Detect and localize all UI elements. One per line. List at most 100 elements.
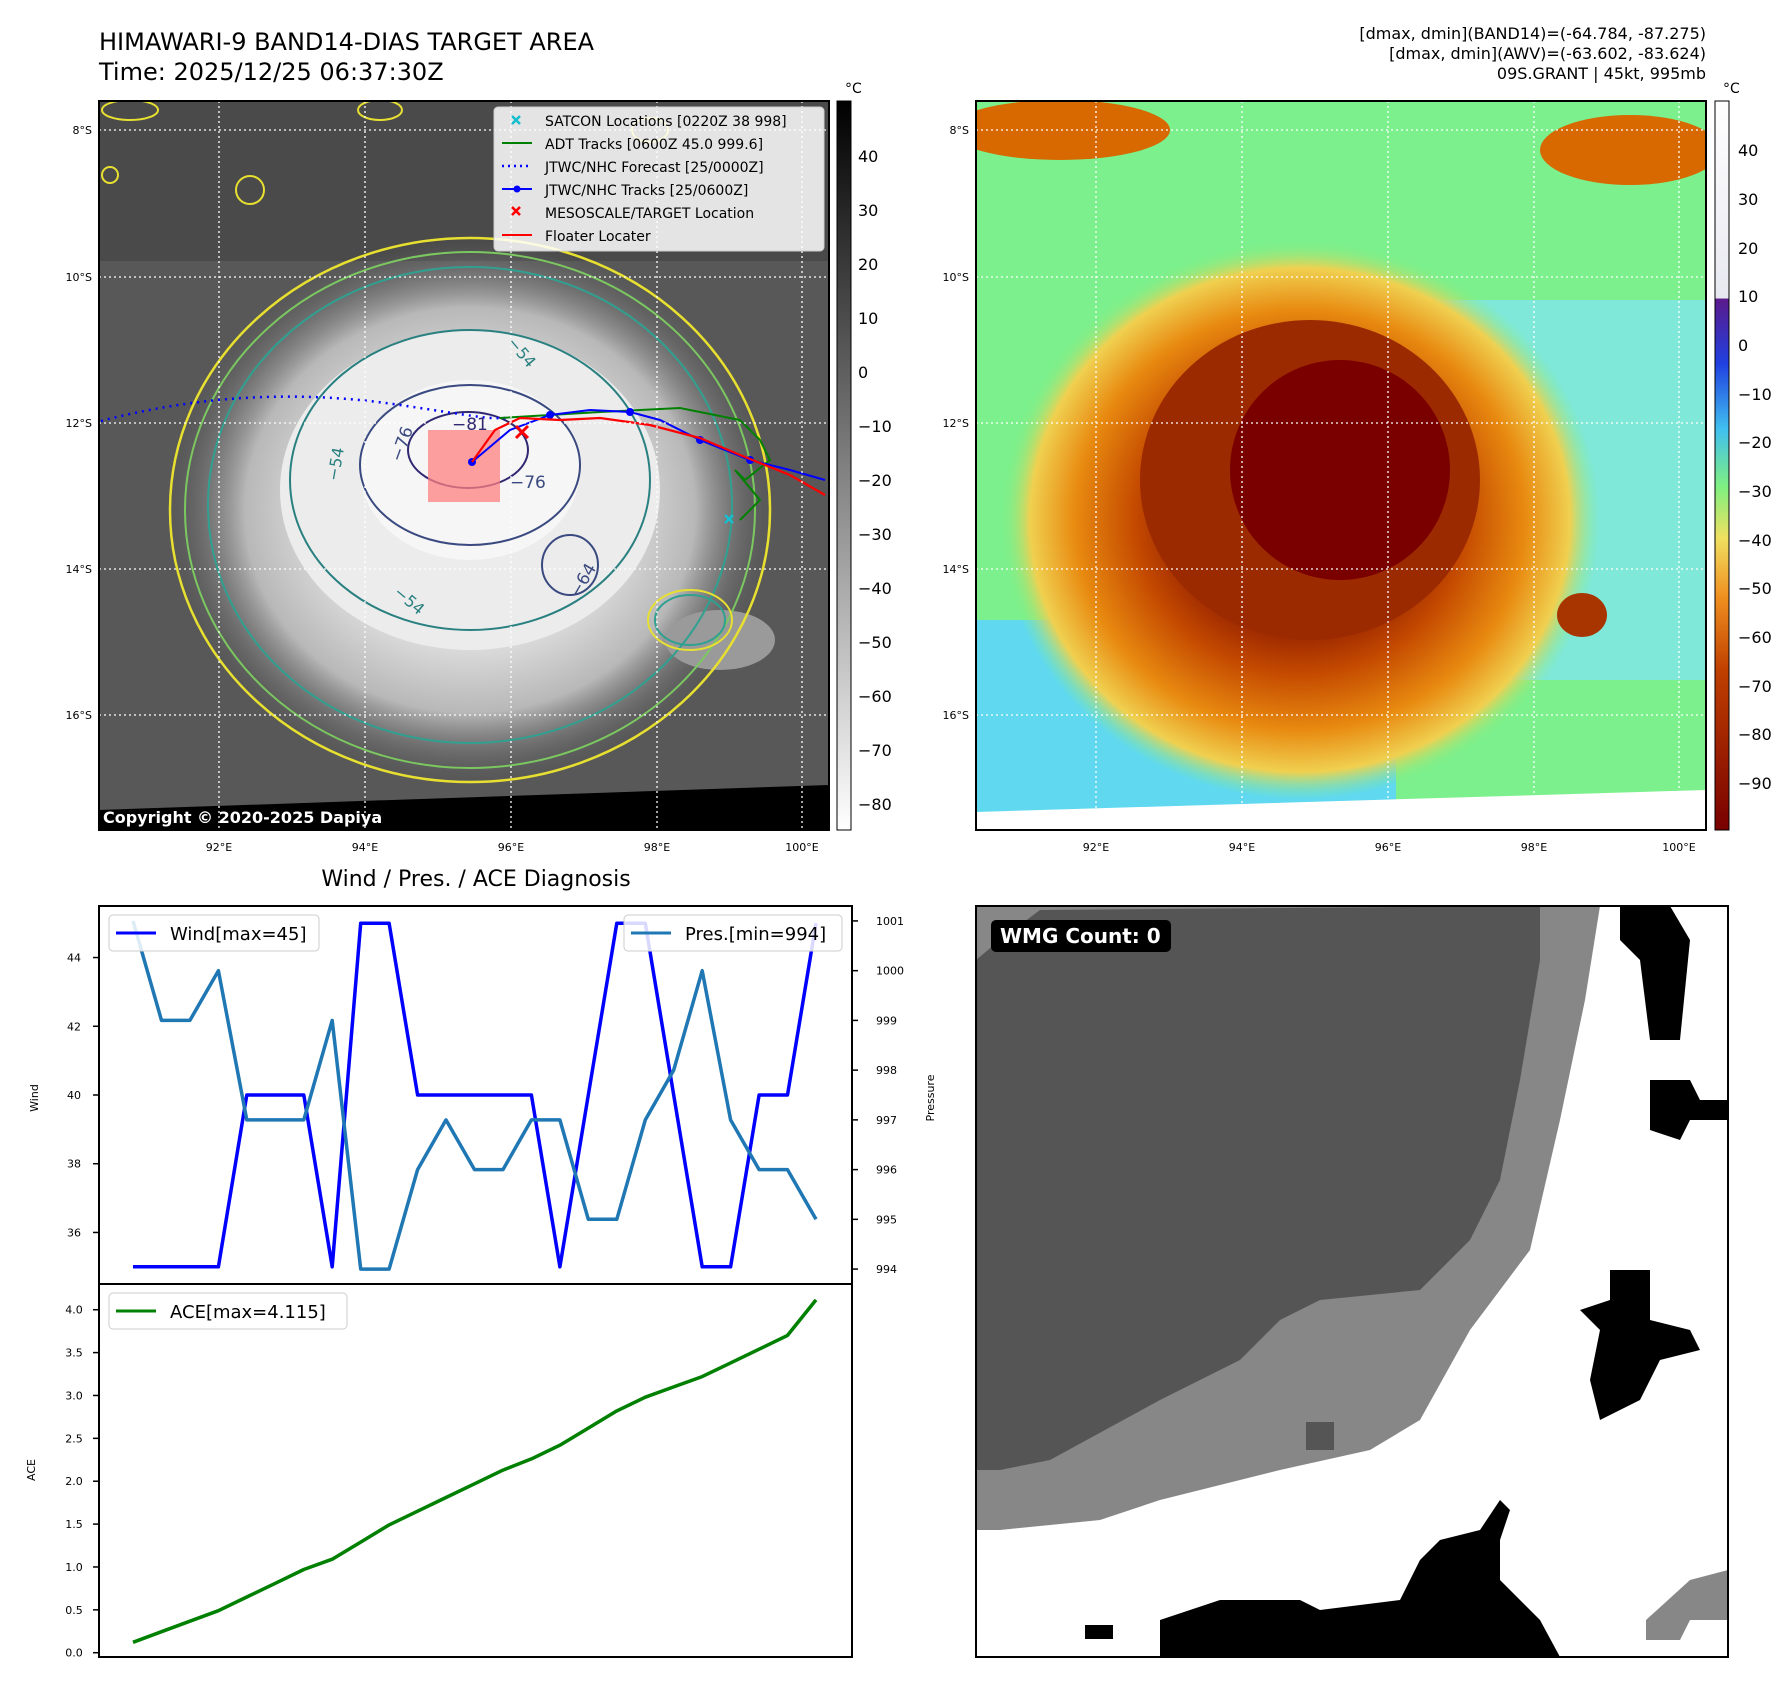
- ace-ytick-label: 0.5: [65, 1604, 83, 1617]
- svg-text:10: 10: [1738, 287, 1758, 306]
- contour-label: −76: [510, 473, 546, 493]
- pressure-legend-label: Pres.[min=994]: [685, 924, 826, 945]
- svg-text:−90: −90: [1738, 774, 1772, 793]
- wind-pressure-chart: Wind / Pres. / ACE Diagnosis Wind Pressu…: [28, 867, 937, 1285]
- svg-text:°C: °C: [1723, 81, 1740, 97]
- contour-label: −81: [452, 415, 488, 435]
- ir-lat-labels: 8°S 10°S 12°S 14°S 16°S: [66, 124, 92, 722]
- wmg-count: WMG Count: 0: [1000, 924, 1161, 948]
- svg-text:MESOSCALE/TARGET Location: MESOSCALE/TARGET Location: [545, 206, 754, 222]
- svg-text:30: 30: [858, 201, 878, 220]
- ace-series-group: [132, 1298, 818, 1644]
- svg-text:−50: −50: [858, 633, 892, 652]
- pressure-ytick-label: 996: [876, 1164, 897, 1177]
- pressure-axis-label: Pressure: [924, 1074, 937, 1121]
- svg-text:92°E: 92°E: [1083, 841, 1109, 854]
- svg-text:0: 0: [858, 363, 868, 382]
- figure-title: HIMAWARI-9 BAND14-DIAS TARGET AREA: [99, 28, 595, 56]
- pressure-ytick-label: 995: [876, 1213, 897, 1226]
- svg-text:−20: −20: [858, 471, 892, 490]
- svg-text:8°S: 8°S: [950, 124, 969, 137]
- ace-legend-label: ACE[max=4.115]: [170, 1302, 326, 1323]
- ace-ytick-label: 2.5: [65, 1432, 83, 1445]
- ace-ytick-label: 2.0: [65, 1475, 83, 1488]
- ace-ytick-label: 4.0: [65, 1304, 83, 1317]
- svg-text:98°E: 98°E: [644, 841, 670, 854]
- ir-colorbar-ticks: 40 30 20 10 0 −10 −20 −30 −40 −50 −60 −7…: [858, 147, 892, 814]
- ace-line: [132, 1298, 818, 1644]
- svg-text:−60: −60: [1738, 628, 1772, 647]
- awv-colorbar: °C 40 30 20 10 0 −10 −20 −30 −40 −50 −60…: [1714, 81, 1772, 831]
- pressure-line: [131, 920, 818, 1271]
- svg-text:°C: °C: [845, 81, 862, 97]
- wind-axis-label: Wind: [28, 1084, 41, 1112]
- ace-ytick-label: 3.5: [65, 1347, 83, 1360]
- svg-text:−60: −60: [858, 687, 892, 706]
- svg-text:94°E: 94°E: [352, 841, 378, 854]
- svg-text:−40: −40: [1738, 531, 1772, 550]
- ace-yticks: 0.0 0.5 1.0 1.5 2.0 2.5 3.0 3.5 4.0: [65, 1304, 99, 1660]
- legend-item: Floater Locater: [502, 229, 651, 245]
- wind-series-group: [131, 920, 818, 1271]
- svg-text:14°S: 14°S: [66, 563, 92, 576]
- svg-text:−30: −30: [858, 525, 892, 544]
- wind-ytick-label: 42: [67, 1020, 81, 1033]
- awv-lat-labels: 8°S 10°S 12°S 14°S 16°S: [943, 124, 969, 722]
- awv-image: [976, 101, 1706, 830]
- svg-text:10: 10: [858, 309, 878, 328]
- ace-legend: ACE[max=4.115]: [108, 1292, 348, 1330]
- svg-text:40: 40: [858, 147, 878, 166]
- legend-item: JTWC/NHC Tracks [25/0600Z]: [502, 183, 748, 199]
- svg-text:−40: −40: [858, 579, 892, 598]
- svg-text:−20: −20: [1738, 433, 1772, 452]
- ace-ytick-label: 1.0: [65, 1561, 83, 1574]
- wind-legend: Wind[max=45]: [108, 914, 320, 952]
- svg-text:100°E: 100°E: [785, 841, 818, 854]
- wind-legend-label: Wind[max=45]: [170, 924, 307, 945]
- svg-text:98°E: 98°E: [1521, 841, 1547, 854]
- pressure-ytick-label: 1001: [876, 915, 904, 928]
- awv-colorbar-ticks: 40 30 20 10 0 −10 −20 −30 −40 −50 −60 −7…: [1738, 141, 1772, 793]
- ir-legend: SATCON Locations [0220Z 38 998] ADT Trac…: [493, 106, 825, 252]
- wmg-image: [976, 906, 1728, 1657]
- awv-panel: 8°S 10°S 12°S 14°S 16°S 92°E 94°E 96°E 9…: [943, 81, 1772, 854]
- pressure-ytick-label: 999: [876, 1014, 897, 1027]
- svg-text:94°E: 94°E: [1229, 841, 1255, 854]
- legend-item: ADT Tracks [0600Z 45.0 999.6]: [502, 137, 763, 153]
- ir-lon-labels: 92°E 94°E 96°E 98°E 100°E: [206, 841, 819, 854]
- svg-text:40: 40: [1738, 141, 1758, 160]
- pressure-legend: Pres.[min=994]: [623, 914, 843, 952]
- svg-text:16°S: 16°S: [66, 709, 92, 722]
- legend-item: MESOSCALE/TARGET Location: [511, 206, 754, 222]
- svg-text:12°S: 12°S: [943, 417, 969, 430]
- awv-lon-labels: 92°E 94°E 96°E 98°E 100°E: [1083, 841, 1696, 854]
- svg-text:10°S: 10°S: [943, 271, 969, 284]
- svg-text:−10: −10: [1738, 385, 1772, 404]
- svg-text:ADT Tracks [0600Z 45.0 999.6]: ADT Tracks [0600Z 45.0 999.6]: [545, 137, 763, 153]
- pressure-ytick-label: 998: [876, 1064, 897, 1077]
- ir-colorbar: °C 40 30 20 10 0 −10 −20 −30 −40 −50 −60…: [836, 81, 892, 831]
- ace-plot-area: [98, 1283, 853, 1658]
- wind-line: [133, 921, 818, 1269]
- info-awv: [dmax, dmin](AWV)=(-63.602, -83.624): [1389, 44, 1706, 63]
- svg-text:92°E: 92°E: [206, 841, 232, 854]
- legend-item: JTWC/NHC Forecast [25/0000Z]: [502, 160, 764, 176]
- wind-ytick-label: 44: [67, 952, 81, 965]
- svg-text:16°S: 16°S: [943, 709, 969, 722]
- ace-ytick-label: 0.0: [65, 1647, 83, 1660]
- svg-text:12°S: 12°S: [66, 417, 92, 430]
- svg-text:−70: −70: [1738, 677, 1772, 696]
- svg-text:−10: −10: [858, 417, 892, 436]
- wind-ytick-label: 36: [67, 1226, 81, 1239]
- wmg-badge: [991, 920, 1171, 952]
- svg-text:−70: −70: [858, 741, 892, 760]
- svg-text:96°E: 96°E: [498, 841, 524, 854]
- info-storm: 09S.GRANT | 45kt, 995mb: [1497, 64, 1706, 83]
- info-band14: [dmax, dmin](BAND14)=(-64.784, -87.275): [1359, 24, 1706, 43]
- svg-text:14°S: 14°S: [943, 563, 969, 576]
- svg-text:96°E: 96°E: [1375, 841, 1401, 854]
- chart-title: Wind / Pres. / ACE Diagnosis: [321, 867, 630, 892]
- svg-text:−80: −80: [858, 795, 892, 814]
- pressure-ytick-label: 994: [876, 1263, 897, 1276]
